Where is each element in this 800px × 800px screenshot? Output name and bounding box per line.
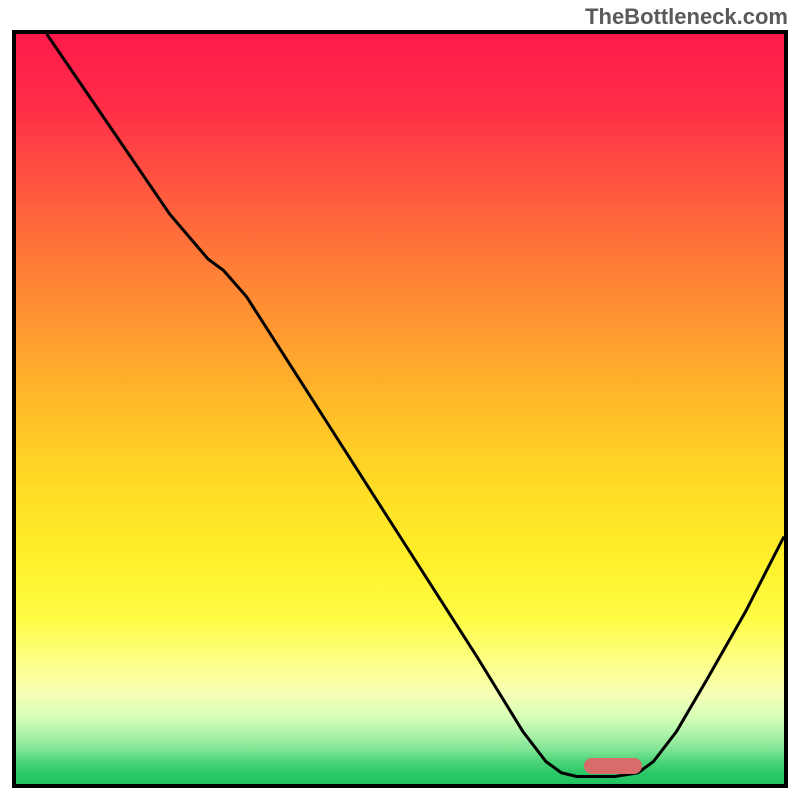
plot-area (12, 30, 788, 788)
watermark-text: TheBottleneck.com (585, 4, 788, 30)
optimal-marker (584, 758, 642, 775)
bottleneck-chart (12, 30, 788, 788)
curve-line (16, 34, 784, 784)
